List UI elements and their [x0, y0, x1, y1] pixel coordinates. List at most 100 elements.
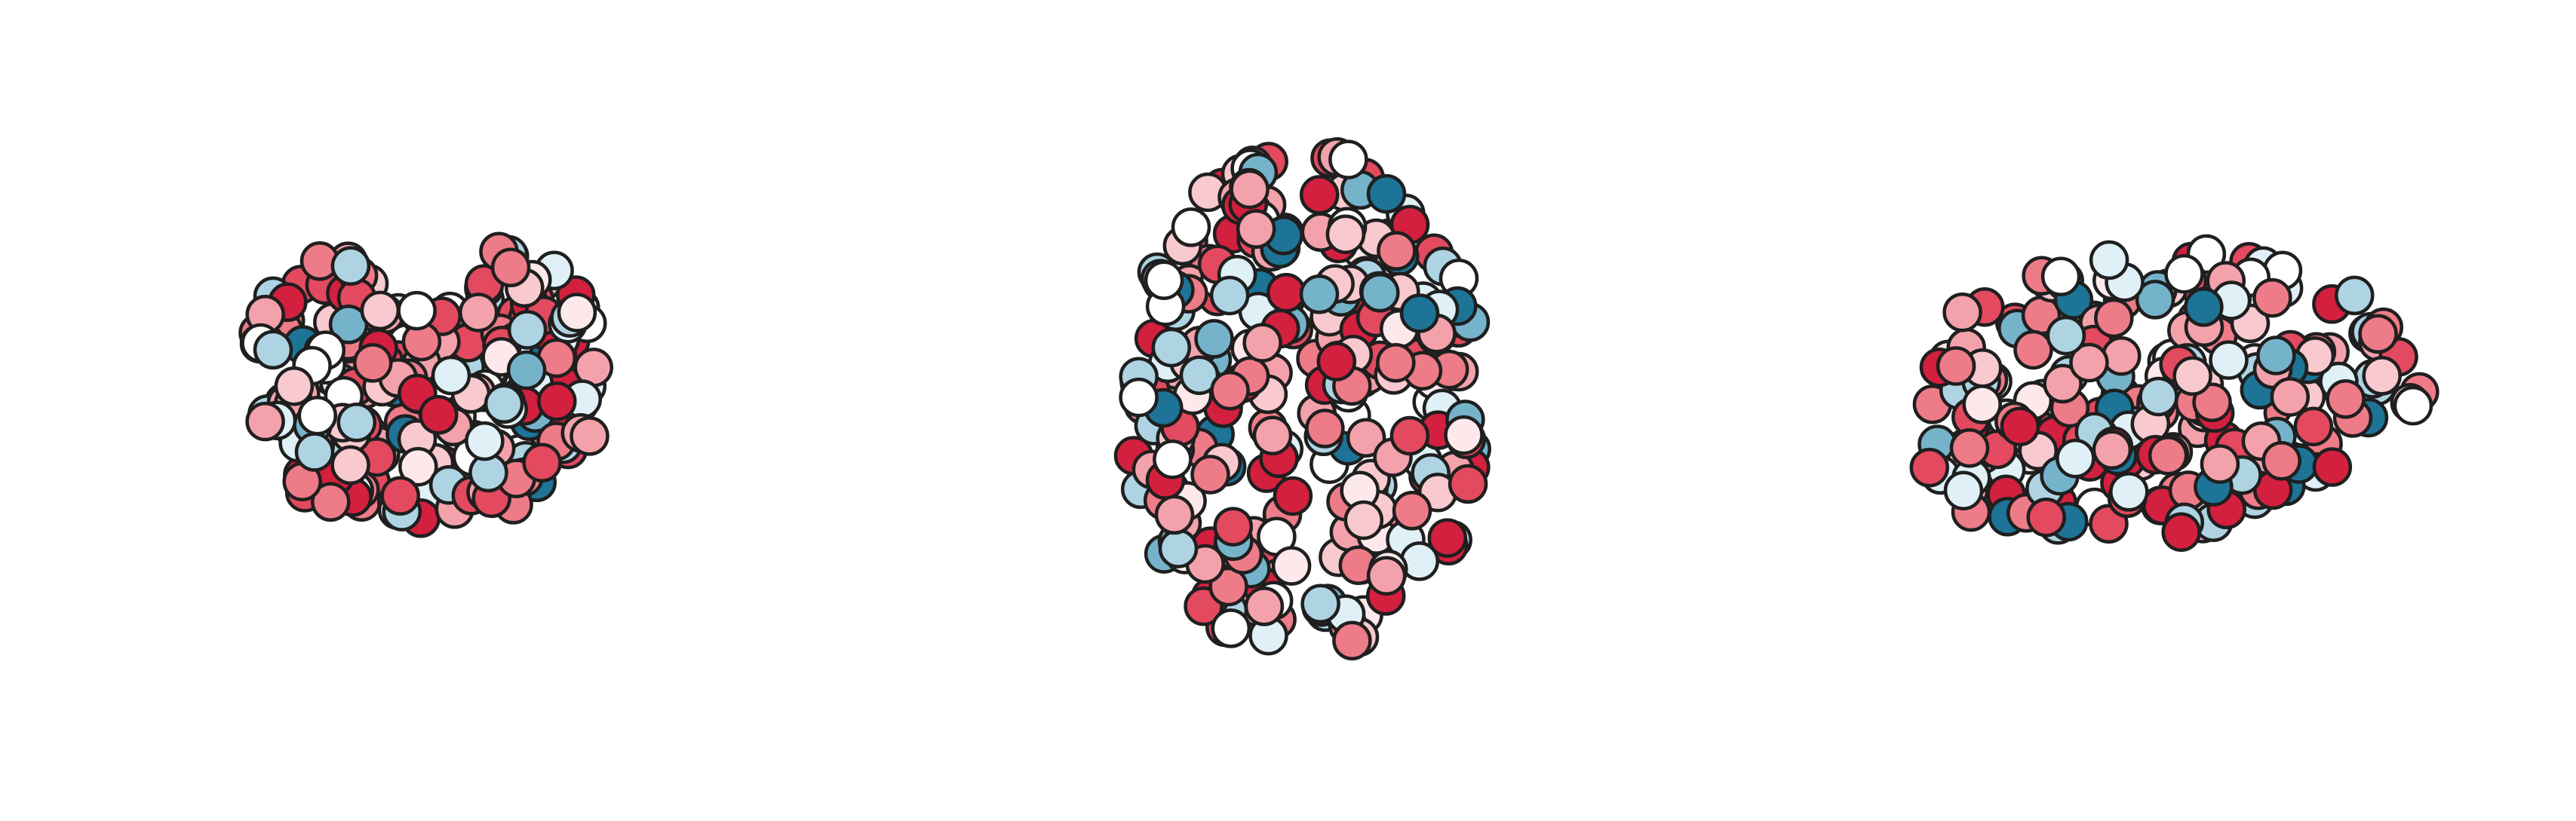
node [1210, 370, 1250, 411]
node [2089, 240, 2129, 280]
node [507, 310, 548, 350]
node [2261, 441, 2301, 481]
node [1389, 415, 1430, 456]
node [490, 247, 531, 288]
sagittal-view [1909, 234, 2439, 552]
node [1190, 455, 1230, 495]
node [458, 293, 499, 332]
node [2148, 436, 2188, 476]
node [360, 290, 401, 331]
node [2293, 406, 2334, 446]
node [2335, 275, 2375, 316]
node [1392, 491, 1432, 531]
node [1376, 342, 1416, 383]
node [1158, 528, 1199, 568]
node [2192, 382, 2232, 422]
node [1377, 231, 1417, 271]
node [2312, 447, 2353, 487]
node [1242, 323, 1282, 363]
node [1213, 507, 1254, 547]
node [2135, 280, 2175, 320]
node [1179, 355, 1220, 395]
node [1273, 476, 1313, 516]
node [2270, 377, 2310, 417]
node [1271, 546, 1312, 586]
node [1448, 464, 1488, 504]
node [1427, 518, 1468, 558]
node [2026, 497, 2066, 538]
node [537, 381, 577, 421]
node [484, 384, 524, 424]
node [2252, 277, 2292, 318]
node [2200, 444, 2240, 484]
axial-view [1113, 137, 1491, 660]
node [1153, 439, 1193, 479]
node [1244, 587, 1285, 626]
node [2209, 340, 2249, 380]
node [294, 432, 335, 472]
coronal-view [238, 231, 614, 538]
node [1300, 584, 1340, 624]
node [2256, 335, 2296, 375]
node [330, 445, 370, 486]
node [245, 401, 285, 442]
node [2094, 298, 2134, 339]
node [2040, 256, 2081, 296]
node [397, 290, 437, 331]
node [1346, 418, 1386, 458]
node [380, 476, 420, 516]
node [330, 246, 371, 286]
node [1962, 384, 2002, 424]
node [1360, 273, 1400, 313]
node [2326, 379, 2366, 419]
node [2013, 329, 2053, 370]
node [2046, 315, 2086, 356]
node [2102, 335, 2142, 376]
node [1909, 447, 1950, 488]
node [1316, 342, 1357, 381]
node [1332, 620, 1372, 660]
node [253, 329, 293, 370]
node [2184, 287, 2224, 327]
node [2172, 356, 2212, 397]
node [1444, 415, 1484, 455]
node [2069, 342, 2109, 383]
node [1942, 292, 1982, 332]
node [398, 446, 438, 487]
node [1949, 427, 1990, 468]
node [2138, 376, 2178, 417]
node [1936, 346, 1976, 386]
node [1154, 495, 1195, 535]
node [336, 403, 377, 443]
node [1325, 214, 1366, 254]
node [1230, 169, 1270, 210]
node [1119, 377, 1159, 418]
node [297, 395, 338, 436]
node [2043, 363, 2083, 404]
node [1211, 608, 1251, 648]
node [1252, 415, 1293, 456]
node [522, 443, 562, 482]
node [1328, 139, 1368, 179]
node [2000, 406, 2040, 446]
node [1305, 409, 1345, 449]
node [419, 395, 459, 435]
node [570, 416, 609, 456]
node [2362, 356, 2402, 396]
node [2393, 385, 2433, 426]
node [506, 350, 547, 391]
node [2092, 430, 2132, 470]
node [2164, 253, 2204, 294]
node [1236, 209, 1276, 249]
node [1194, 319, 1234, 359]
node [557, 293, 597, 332]
node [2358, 314, 2398, 354]
node [465, 421, 505, 461]
node [2109, 472, 2149, 512]
node [1266, 272, 1306, 313]
node [1209, 275, 1250, 316]
node [274, 366, 315, 406]
